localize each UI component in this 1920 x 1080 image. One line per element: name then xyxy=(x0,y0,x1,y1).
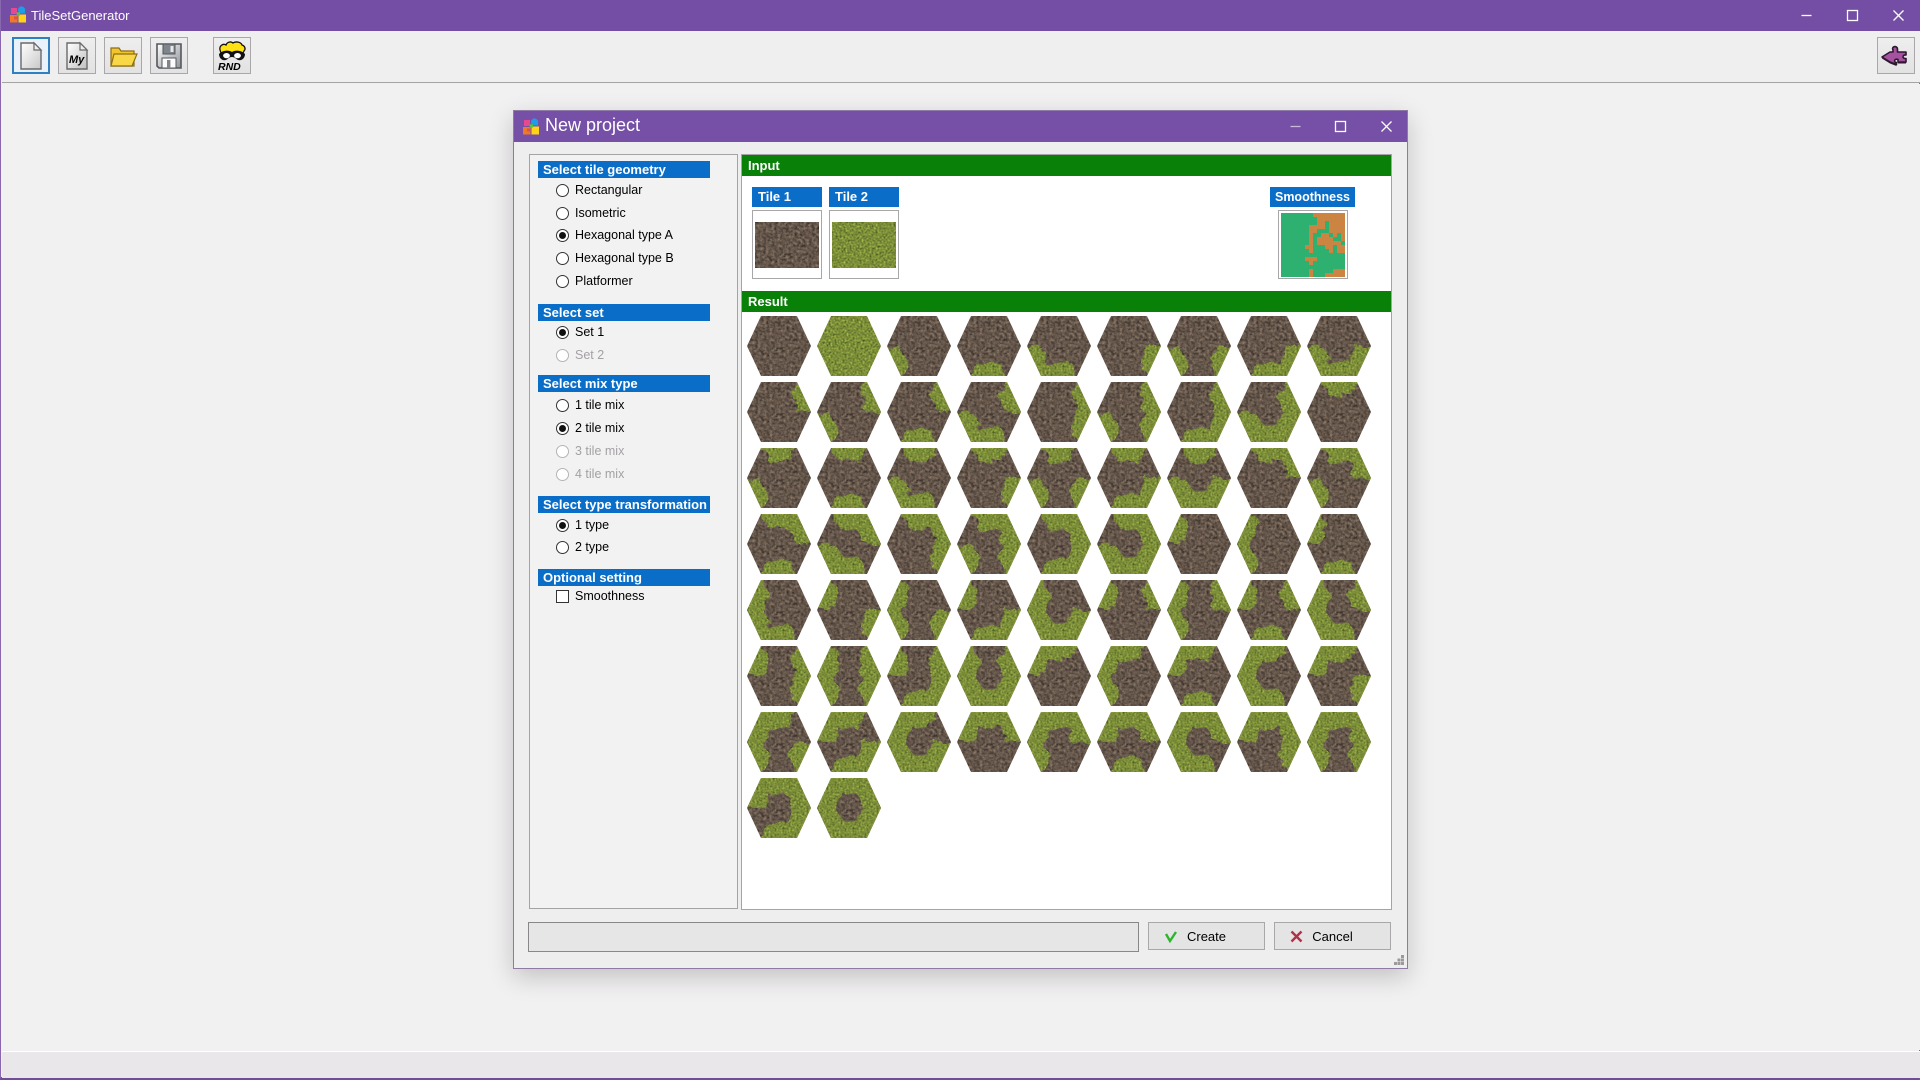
svg-text:My: My xyxy=(69,54,85,66)
svg-text:RND: RND xyxy=(218,61,241,72)
